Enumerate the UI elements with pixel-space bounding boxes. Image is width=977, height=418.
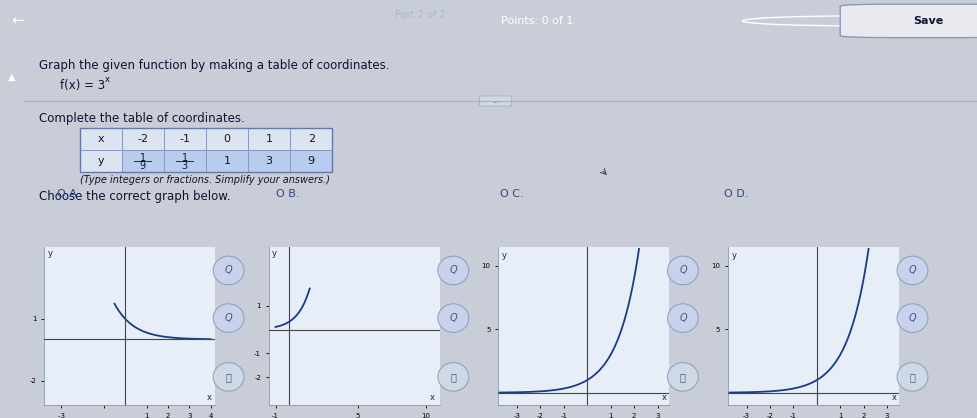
Text: ←: ← (12, 13, 24, 28)
Circle shape (667, 304, 699, 332)
Text: O B.: O B. (276, 189, 300, 199)
Text: 1: 1 (266, 134, 273, 144)
Text: Part 2 of 2: Part 2 of 2 (395, 10, 446, 20)
Bar (122, 150, 164, 172)
Bar (248, 128, 290, 150)
Text: Q: Q (679, 265, 687, 275)
Text: x: x (98, 134, 104, 144)
FancyBboxPatch shape (480, 96, 512, 106)
Text: -2: -2 (137, 134, 149, 144)
Text: y: y (732, 251, 737, 260)
Text: 9: 9 (308, 156, 315, 166)
Text: Save: Save (913, 16, 943, 26)
Text: 2: 2 (308, 134, 315, 144)
Bar (79, 128, 332, 172)
FancyBboxPatch shape (840, 4, 977, 38)
Text: x: x (891, 393, 896, 402)
Text: 3: 3 (266, 156, 273, 166)
Text: Q: Q (909, 265, 916, 275)
Text: y: y (272, 249, 277, 258)
Text: -1: -1 (180, 134, 191, 144)
Text: x: x (430, 393, 435, 402)
Text: Complete the table of coordinates.: Complete the table of coordinates. (39, 112, 245, 125)
Text: (Type integers or fractions. Simplify your answers.): (Type integers or fractions. Simplify yo… (79, 175, 329, 185)
Circle shape (438, 256, 469, 285)
Text: ...: ... (492, 98, 499, 104)
Circle shape (897, 362, 928, 391)
Text: 1: 1 (182, 153, 188, 163)
Text: 0: 0 (224, 134, 231, 144)
Bar (79, 128, 122, 150)
Bar (164, 150, 206, 172)
Circle shape (667, 362, 699, 391)
Text: Q: Q (225, 265, 233, 275)
Text: Q: Q (679, 313, 687, 323)
Text: ⤢: ⤢ (450, 372, 456, 382)
Text: Choose the correct graph below.: Choose the correct graph below. (39, 190, 231, 203)
Text: y: y (47, 250, 53, 258)
Text: O A.: O A. (58, 189, 80, 199)
Bar (248, 150, 290, 172)
Text: 1: 1 (224, 156, 231, 166)
Bar (122, 128, 164, 150)
Text: Graph the given function by making a table of coordinates.: Graph the given function by making a tab… (39, 59, 390, 72)
Circle shape (213, 362, 244, 391)
Text: ⤢: ⤢ (226, 372, 232, 382)
Text: ⤢: ⤢ (680, 372, 686, 382)
Circle shape (438, 304, 469, 332)
Text: 9: 9 (140, 161, 146, 171)
Bar (206, 128, 248, 150)
Circle shape (438, 362, 469, 391)
Bar (79, 150, 122, 172)
Text: Points: 0 of 1: Points: 0 of 1 (501, 16, 573, 26)
Text: ⤢: ⤢ (910, 372, 915, 382)
Text: Q: Q (909, 313, 916, 323)
Circle shape (897, 256, 928, 285)
Bar (290, 128, 332, 150)
Circle shape (897, 304, 928, 332)
Text: 3: 3 (182, 161, 188, 171)
Bar (206, 150, 248, 172)
Circle shape (667, 256, 699, 285)
Text: y: y (98, 156, 104, 166)
Text: O C.: O C. (500, 189, 524, 199)
Text: Q: Q (225, 313, 233, 323)
Text: x: x (105, 75, 109, 84)
Text: x: x (661, 393, 666, 402)
Bar (164, 128, 206, 150)
Text: O D.: O D. (724, 189, 748, 199)
Text: Q: Q (449, 313, 457, 323)
Text: 1: 1 (140, 153, 146, 163)
Text: x: x (207, 393, 212, 402)
Text: f(x) = 3: f(x) = 3 (60, 79, 105, 92)
Circle shape (213, 256, 244, 285)
Text: ▲: ▲ (9, 72, 16, 82)
Text: Q: Q (449, 265, 457, 275)
Bar (290, 150, 332, 172)
Circle shape (213, 304, 244, 332)
Text: y: y (502, 251, 507, 260)
